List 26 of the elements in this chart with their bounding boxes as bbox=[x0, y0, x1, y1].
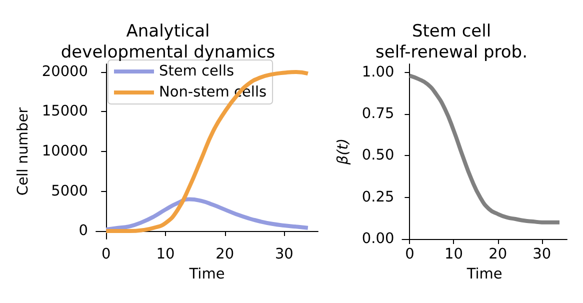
line-series bbox=[104, 197, 310, 232]
y-tick-label: 15000 bbox=[42, 104, 88, 120]
y-tick-label: 20000 bbox=[42, 64, 88, 80]
y-axis-title: Cell number bbox=[16, 107, 32, 196]
x-tick-label: 0 bbox=[102, 246, 111, 262]
x-tick-label: 10 bbox=[156, 246, 175, 262]
x-axis-title: Time bbox=[466, 266, 502, 282]
y-tick-label: 0 bbox=[78, 223, 88, 240]
y-tick-label: 1.00 bbox=[362, 64, 394, 80]
y-tick-label: 5000 bbox=[51, 183, 88, 200]
x-tick-label: 30 bbox=[274, 246, 294, 262]
x-tick-label: 30 bbox=[532, 246, 552, 262]
y-tick-label: 10000 bbox=[42, 144, 88, 160]
y-tick-label: 0.50 bbox=[362, 148, 394, 164]
y-tick-label: 0.75 bbox=[362, 106, 394, 122]
x-tick-label: 10 bbox=[444, 246, 463, 262]
x-tick-label: 20 bbox=[216, 246, 234, 262]
y-axis-title: β(t) bbox=[336, 138, 352, 166]
chart-title: Analytical developmental dynamics bbox=[60, 22, 276, 62]
chart-title: Stem cell self-renewal prob. bbox=[376, 22, 528, 62]
x-tick-label: 20 bbox=[488, 246, 508, 262]
legend-label: Stem cells bbox=[159, 64, 234, 80]
y-tick-label: 0.25 bbox=[362, 189, 394, 206]
x-axis-title: Time bbox=[188, 266, 225, 282]
y-tick-label: 0.00 bbox=[362, 231, 394, 247]
x-tick-label: 0 bbox=[405, 246, 414, 262]
